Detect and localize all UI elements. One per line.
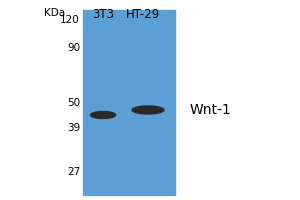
Text: 39: 39 <box>67 123 80 133</box>
Text: 3T3: 3T3 <box>92 8 114 21</box>
Text: 27: 27 <box>67 167 80 177</box>
Ellipse shape <box>132 106 164 114</box>
Text: 50: 50 <box>67 98 80 108</box>
Text: 90: 90 <box>67 43 80 53</box>
Bar <box>83 10 175 195</box>
Text: Wnt-1: Wnt-1 <box>190 103 232 117</box>
Text: HT-29: HT-29 <box>126 8 160 21</box>
Ellipse shape <box>91 112 116 118</box>
Text: 120: 120 <box>60 15 80 25</box>
Text: KDa: KDa <box>44 8 65 18</box>
